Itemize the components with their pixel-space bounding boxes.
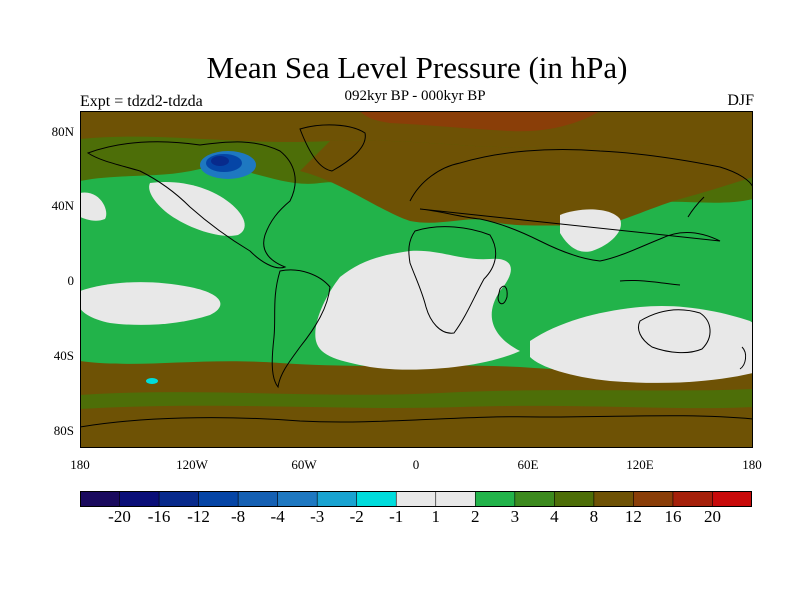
lat-tick-80n: 80N — [51, 124, 74, 139]
europe-asia-coast — [409, 149, 753, 262]
time-range-subtitle: 092kyr BP - 000kyr BP — [344, 88, 486, 104]
coastlines — [80, 124, 753, 428]
antarctica-coast — [80, 415, 753, 428]
new-zealand-coast — [739, 346, 747, 370]
colorbar-cell — [158, 491, 200, 507]
colorbar-label: 12 — [624, 507, 642, 526]
colorbar-cell — [712, 491, 752, 507]
japan-coast — [687, 196, 705, 218]
field-level-1-npacific — [80, 192, 107, 221]
colorbar-cell — [316, 491, 358, 507]
colorbar-label: -4 — [270, 507, 285, 526]
colorbar-label: -1 — [389, 507, 404, 526]
field-level-3-eurasia — [300, 140, 753, 228]
field-level-minus1-spot — [146, 378, 158, 384]
north-america-coast — [86, 141, 296, 269]
pressure-anomaly-map — [80, 111, 753, 448]
lat-tick-40s: 40S — [53, 348, 74, 363]
madagascar-coast — [497, 285, 508, 305]
hudson-bay-low — [200, 151, 256, 179]
colorbar-cell — [514, 491, 556, 507]
experiment-label: Expt = tdzd2-tdzda — [80, 93, 203, 110]
lon-tick-0: 0 — [412, 457, 420, 472]
colorbar-cell — [554, 491, 595, 507]
colorbar-cell — [277, 491, 318, 507]
africa-coast — [408, 226, 497, 334]
lon-tick-120w: 120W — [176, 457, 208, 472]
field-level-1-spacific — [80, 282, 221, 325]
colorbar-cell — [474, 491, 516, 507]
field-level-4-antarctic — [80, 405, 753, 448]
indonesia-coast — [619, 280, 681, 286]
colorbar-label: -20 — [108, 507, 131, 526]
field-level-1-namerica — [149, 181, 245, 236]
greenland-coast — [299, 124, 366, 172]
south-america-coast — [271, 269, 331, 389]
field-level-8-arctic — [360, 111, 600, 132]
field-level-1-satlantic-indian — [315, 250, 520, 370]
colorbar-label: -2 — [349, 507, 364, 526]
lat-tick-0: 0 — [67, 273, 75, 288]
colorbar-cell — [395, 491, 437, 507]
colorbar-label: 2 — [471, 507, 480, 526]
australia-coast — [638, 309, 711, 354]
colorbar-label: 16 — [664, 507, 682, 526]
colorbar-cell — [435, 491, 477, 507]
colorbar-label: 20 — [703, 507, 721, 526]
colorbar-label: 8 — [589, 507, 599, 526]
colorbar-label: -3 — [310, 507, 325, 526]
colorbar-label: 1 — [431, 507, 441, 526]
colorbar-cell — [198, 491, 239, 507]
lon-tick-60w: 60W — [291, 457, 317, 472]
colorbar-label: 4 — [550, 507, 559, 526]
colorbar-label: 3 — [510, 507, 520, 526]
colorbar-cell — [80, 491, 121, 507]
colorbar-cell — [356, 491, 398, 507]
colorbar-label: -16 — [147, 507, 171, 526]
lat-tick-80s: 80S — [53, 423, 74, 438]
colorbar-label: -12 — [187, 507, 210, 526]
colorbar-cell — [593, 491, 635, 507]
lat-tick-40n: 40N — [51, 198, 74, 213]
colorbar-cell — [237, 491, 279, 507]
colorbar-cell — [633, 491, 674, 507]
colorbar-cell — [672, 491, 714, 507]
lon-tick-180w: 180 — [70, 457, 90, 472]
field-level-1-asia — [560, 209, 621, 252]
field-level-1-sindian — [530, 305, 753, 383]
season-label: DJF — [727, 92, 754, 109]
colorbar-cell — [119, 491, 160, 507]
lon-tick-120e: 120E — [626, 457, 654, 472]
colorbar-label: -8 — [231, 507, 246, 526]
chart-title: Mean Sea Level Pressure (in hPa) — [206, 50, 628, 85]
colorbar — [80, 491, 752, 507]
lon-tick-60e: 60E — [517, 457, 539, 472]
lon-tick-180e: 180 — [742, 457, 762, 472]
